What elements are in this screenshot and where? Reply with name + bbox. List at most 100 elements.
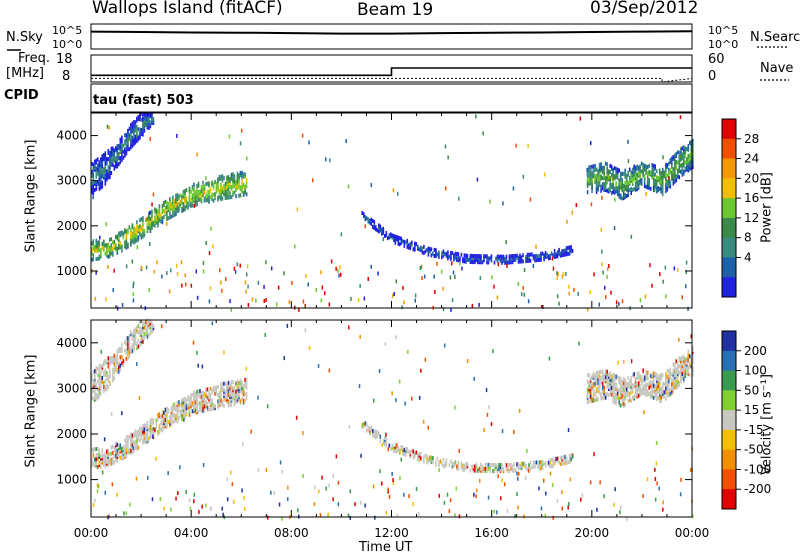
- power-echo-cell: [665, 185, 667, 190]
- velocity-echo-cell: [601, 396, 604, 401]
- x-tick-label: 00:00: [675, 526, 710, 540]
- velocity-echo-cell: [127, 448, 129, 453]
- velocity-echo-cell: [97, 452, 99, 457]
- power-echo-cell: [118, 243, 120, 248]
- velocity-echo-cell: [149, 329, 152, 334]
- velocity-echo-cell: [98, 390, 101, 395]
- velocity-echo-cell: [689, 362, 691, 367]
- velocity-echo-cell: [595, 381, 598, 386]
- velocity-echo-cell: [118, 450, 120, 455]
- velocity-echo-cell: [607, 393, 610, 398]
- velocity-echo-cell: [121, 455, 123, 459]
- power-echo-cell: [136, 236, 138, 241]
- velocity-echo-cell: [194, 400, 197, 405]
- velocity-echo-cell: [115, 453, 117, 458]
- velocity-echo-cell: [501, 463, 503, 468]
- power-echo-cell: [98, 164, 101, 169]
- velocity-echo-cell: [100, 364, 102, 369]
- velocity-echo-cell: [133, 347, 135, 352]
- velocity-echo-cell: [209, 397, 212, 401]
- power-echo-cell: [136, 130, 138, 135]
- velocity-echo-cell: [92, 378, 95, 383]
- velocity-noise-cell: [287, 485, 289, 490]
- power-echo-cell: [369, 218, 371, 223]
- velocity-echo-cell: [475, 468, 478, 473]
- power-echo-cell: [665, 172, 667, 177]
- velocity-echo-cell: [202, 402, 204, 407]
- power-echo-cell: [167, 202, 170, 206]
- velocity-echo-cell: [184, 413, 186, 418]
- velocity-echo-cell: [140, 427, 143, 432]
- power-echo-cell: [613, 176, 616, 181]
- velocity-echo-cell: [98, 367, 101, 372]
- power-echo-cell: [601, 176, 604, 181]
- power-echo-cell: [100, 163, 102, 168]
- power-noise-cell: [149, 242, 151, 246]
- power-noise-cell: [475, 114, 477, 119]
- velocity-echo-cell: [206, 407, 209, 412]
- power-echo-cell: [148, 111, 150, 116]
- velocity-echo-cell: [122, 449, 125, 454]
- power-echo-cell: [110, 171, 113, 175]
- power-echo-cell: [666, 173, 669, 178]
- power-echo-cell: [92, 253, 95, 258]
- power-echo-cell: [157, 211, 159, 216]
- power-echo-cell: [387, 236, 389, 241]
- power-echo-cell: [681, 172, 684, 177]
- power-echo-cell: [118, 152, 120, 157]
- power-echo-cell: [651, 173, 653, 178]
- velocity-echo-cell: [678, 364, 681, 369]
- power-echo-cell: [600, 188, 602, 193]
- power-echo-cell: [606, 188, 608, 193]
- power-echo-cell: [235, 186, 237, 191]
- power-echo-cell: [633, 164, 635, 169]
- power-echo-cell: [661, 171, 664, 176]
- velocity-echo-cell: [604, 375, 607, 380]
- power-echo-cell: [648, 186, 650, 191]
- velocity-echo-cell: [112, 355, 114, 360]
- power-echo-cell: [140, 128, 143, 132]
- power-echo-cell: [543, 253, 545, 258]
- power-echo-cell: [403, 239, 406, 244]
- power-echo-cell: [636, 164, 638, 169]
- power-echo-cell: [217, 179, 219, 184]
- power-echo-cell: [98, 180, 101, 185]
- velocity-echo-cell: [366, 428, 368, 433]
- power-noise-cell: [602, 270, 604, 275]
- power-noise-cell: [403, 300, 405, 305]
- velocity-echo-cell: [236, 389, 239, 394]
- power-echo-cell: [592, 164, 595, 169]
- power-echo-cell: [221, 196, 224, 201]
- velocity-echo-cell: [690, 359, 693, 364]
- power-echo-cell: [399, 242, 401, 247]
- velocity-echo-cell: [616, 375, 619, 380]
- velocity-noise-cell: [655, 441, 658, 445]
- power-echo-cell: [158, 204, 161, 209]
- velocity-echo-cell: [205, 400, 207, 404]
- power-echo-cell: [199, 197, 201, 202]
- velocity-echo-cell: [600, 392, 602, 397]
- power-echo-cell: [534, 254, 536, 259]
- velocity-echo-cell: [552, 463, 554, 468]
- power-echo-cell: [668, 167, 670, 172]
- velocity-echo-cell: [146, 420, 149, 425]
- velocity-echo-cell: [683, 360, 685, 365]
- velocity-echo-cell: [119, 455, 122, 460]
- velocity-echo-cell: [169, 423, 171, 428]
- velocity-echo-cell: [163, 410, 165, 415]
- power-echo-cell: [529, 252, 532, 257]
- power-echo-cell: [612, 167, 614, 172]
- power-echo-cell: [136, 139, 138, 143]
- power-ytick-label: 3000: [56, 174, 87, 188]
- velocity-echo-cell: [104, 460, 107, 464]
- power-echo-cell: [612, 179, 614, 184]
- velocity-echo-cell: [133, 341, 135, 346]
- power-echo-cell: [687, 148, 690, 153]
- power-echo-cell: [622, 183, 625, 188]
- velocity-echo-cell: [372, 433, 374, 438]
- power-echo-cell: [101, 168, 104, 173]
- power-echo-cell: [148, 113, 150, 118]
- velocity-noise-cell: [391, 391, 393, 396]
- power-echo-cell: [683, 147, 685, 152]
- power-echo-cell: [420, 247, 422, 252]
